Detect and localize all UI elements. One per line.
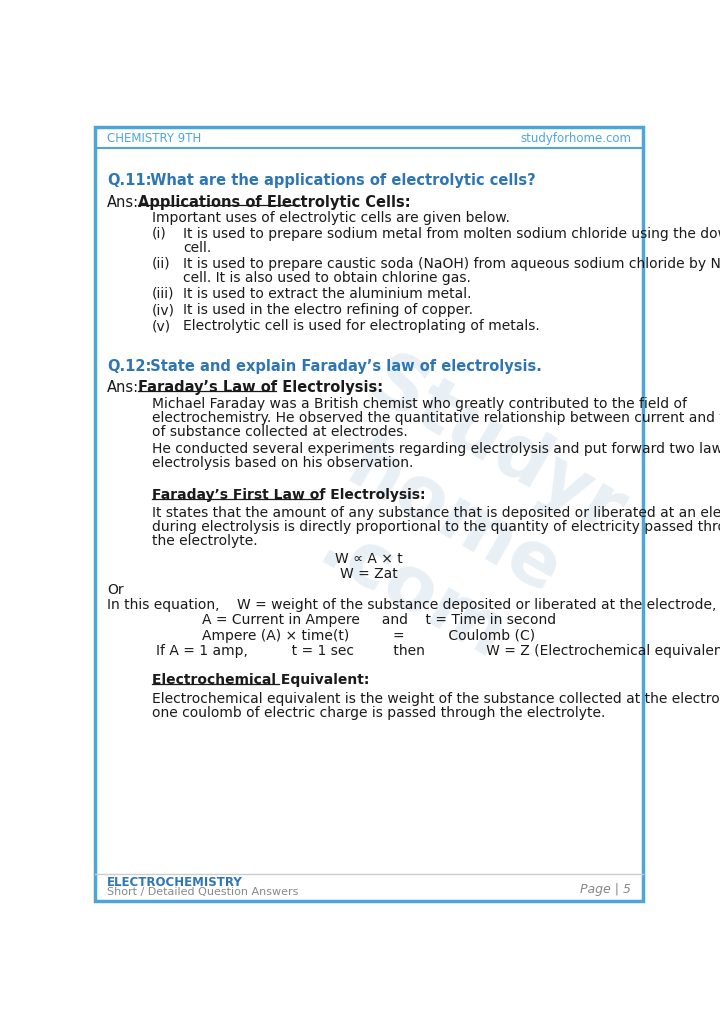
Text: cell. It is also used to obtain chlorine gas.: cell. It is also used to obtain chlorine… xyxy=(183,271,471,285)
Text: electrolysis based on his observation.: electrolysis based on his observation. xyxy=(152,456,413,470)
Text: What are the applications of electrolytic cells?: What are the applications of electrolyti… xyxy=(140,173,536,188)
Text: It is used in the electro refining of copper.: It is used in the electro refining of co… xyxy=(183,303,473,318)
Text: Q.12:: Q.12: xyxy=(107,358,151,374)
Text: Michael Faraday was a British chemist who greatly contributed to the field of: Michael Faraday was a British chemist wh… xyxy=(152,397,687,411)
Text: during electrolysis is directly proportional to the quantity of electricity pass: during electrolysis is directly proporti… xyxy=(152,520,720,534)
Text: one coulomb of electric charge is passed through the electrolyte.: one coulomb of electric charge is passed… xyxy=(152,705,606,720)
Text: Or: Or xyxy=(107,582,124,597)
Text: Ampere (A) × time(t)          =          Coulomb (C): Ampere (A) × time(t) = Coulomb (C) xyxy=(202,629,536,642)
Text: State and explain Faraday’s law of electrolysis.: State and explain Faraday’s law of elect… xyxy=(140,358,542,374)
Text: Faraday’s First Law of Electrolysis:: Faraday’s First Law of Electrolysis: xyxy=(152,488,426,502)
Text: Short / Detailed Question Answers: Short / Detailed Question Answers xyxy=(107,887,298,897)
Text: It states that the amount of any substance that is deposited or liberated at an : It states that the amount of any substan… xyxy=(152,506,720,520)
Text: If A = 1 amp,          t = 1 sec         then              W = Z (Electrochemica: If A = 1 amp, t = 1 sec then W = Z (Elec… xyxy=(156,644,720,659)
Text: Important uses of electrolytic cells are given below.: Important uses of electrolytic cells are… xyxy=(152,212,510,225)
Text: Applications of Electrolytic Cells:: Applications of Electrolytic Cells: xyxy=(138,194,410,210)
Text: studyforhome.com: studyforhome.com xyxy=(520,131,631,145)
Text: (ii): (ii) xyxy=(152,257,171,271)
Text: W = Zat: W = Zat xyxy=(340,567,398,581)
Text: the electrolyte.: the electrolyte. xyxy=(152,534,258,548)
Text: Q.11:: Q.11: xyxy=(107,173,151,188)
Text: It is used to prepare sodium metal from molten sodium chloride using the down’s: It is used to prepare sodium metal from … xyxy=(183,227,720,241)
Text: Electrolytic cell is used for electroplating of metals.: Electrolytic cell is used for electropla… xyxy=(183,320,540,333)
Text: He conducted several experiments regarding electrolysis and put forward two laws: He conducted several experiments regardi… xyxy=(152,443,720,456)
Text: In this equation,    W = weight of the substance deposited or liberated at the e: In this equation, W = weight of the subs… xyxy=(107,598,716,612)
Text: ELECTROCHEMISTRY: ELECTROCHEMISTRY xyxy=(107,876,243,890)
Text: CHEMISTRY 9TH: CHEMISTRY 9TH xyxy=(107,131,202,145)
Text: Faraday’s Law of Electrolysis:: Faraday’s Law of Electrolysis: xyxy=(138,380,383,395)
Text: W ∝ A × t: W ∝ A × t xyxy=(335,552,403,566)
Text: It is used to extract the aluminium metal.: It is used to extract the aluminium meta… xyxy=(183,287,472,301)
Text: Studyr
home
.com: Studyr home .com xyxy=(271,346,637,696)
Text: It is used to prepare caustic soda (NaOH) from aqueous sodium chloride by Nelson: It is used to prepare caustic soda (NaOH… xyxy=(183,257,720,271)
Text: Ans:: Ans: xyxy=(107,194,139,210)
Text: A = Current in Ampere     and    t = Time in second: A = Current in Ampere and t = Time in se… xyxy=(202,614,557,627)
Text: (iv): (iv) xyxy=(152,303,175,318)
Text: Ans:: Ans: xyxy=(107,380,139,395)
Text: electrochemistry. He observed the quantitative relationship between current and : electrochemistry. He observed the quanti… xyxy=(152,411,720,425)
Text: (v): (v) xyxy=(152,320,171,333)
Text: of substance collected at electrodes.: of substance collected at electrodes. xyxy=(152,425,408,439)
Text: Page | 5: Page | 5 xyxy=(580,883,631,896)
Text: (i): (i) xyxy=(152,227,167,241)
Text: Electrochemical equivalent is the weight of the substance collected at the elect: Electrochemical equivalent is the weight… xyxy=(152,692,720,705)
Text: Electrochemical Equivalent:: Electrochemical Equivalent: xyxy=(152,674,369,687)
Text: cell.: cell. xyxy=(183,240,211,254)
Text: (iii): (iii) xyxy=(152,287,174,301)
